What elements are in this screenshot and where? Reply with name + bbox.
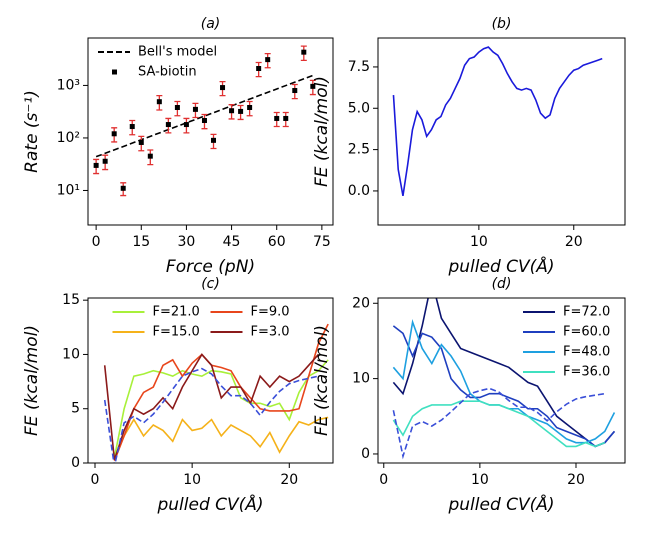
- x-tick-label: 60: [268, 234, 286, 250]
- legend-label: Bell's model: [138, 45, 217, 60]
- legend-label: F=9.0: [251, 305, 290, 320]
- panel-title: (b): [492, 16, 512, 32]
- y-axis-label: FE (kcal/mol): [312, 325, 332, 436]
- data-point: [201, 117, 207, 123]
- y-axis-label: Rate (s⁻¹): [22, 90, 42, 173]
- data-point: [147, 153, 153, 159]
- x-tick-label: 45: [223, 234, 241, 250]
- axes-frame: [87, 297, 334, 464]
- data-point: [93, 162, 99, 168]
- panel-title: (d): [492, 276, 512, 292]
- y-tick-label: 0: [361, 446, 370, 462]
- y-tick-label: 0.0: [348, 183, 370, 199]
- legend-label: F=15.0: [153, 325, 200, 340]
- y-tick-label: 7.5: [348, 59, 370, 75]
- y-tick-label: 10²: [57, 130, 80, 146]
- series-line: [392, 298, 616, 448]
- y-tick-label: 10³: [57, 77, 80, 93]
- legend-label: F=3.0: [251, 325, 290, 340]
- data-point: [192, 106, 198, 112]
- data-point: [292, 88, 298, 94]
- legend-label: F=36.0: [563, 365, 610, 380]
- data-point: [310, 83, 316, 89]
- y-tick-label: 10: [352, 371, 370, 387]
- y-tick-label: 0: [71, 455, 80, 471]
- y-tick-label: 20: [352, 295, 370, 311]
- axes-frame: [377, 37, 626, 226]
- data-point: [102, 158, 108, 164]
- plot-area: [392, 46, 603, 197]
- data-point: [238, 108, 244, 114]
- y-axis-label: FE (kcal/mol): [312, 76, 332, 187]
- y-tick-label: 5: [71, 401, 80, 417]
- x-tick-label: 20: [280, 472, 298, 488]
- legend-label: F=60.0: [563, 325, 610, 340]
- y-axis-label: FE (kcal/mol): [22, 325, 42, 436]
- x-axis-label: pulled CV(Å): [447, 493, 554, 515]
- legend-label: F=48.0: [563, 345, 610, 360]
- data-point: [211, 137, 217, 143]
- x-tick-label: 0: [92, 234, 101, 250]
- x-tick-label: 10: [183, 472, 201, 488]
- legend-marker: [112, 69, 117, 75]
- x-tick-label: 15: [132, 234, 150, 250]
- series-line: [103, 367, 319, 463]
- y-tick-label: 15: [62, 292, 80, 308]
- y-tick-label: 5.0: [348, 100, 370, 116]
- x-tick-label: 20: [565, 234, 583, 250]
- plot-area: [103, 323, 329, 463]
- plot-area: [392, 298, 616, 460]
- data-point: [111, 131, 117, 137]
- series-line: [113, 416, 329, 461]
- series-line: [392, 325, 616, 448]
- data-point: [183, 122, 189, 128]
- panel-title: (a): [201, 16, 221, 32]
- legend-label: SA-biotin: [138, 65, 197, 80]
- panel-title: (c): [201, 276, 220, 292]
- data-point: [265, 57, 271, 63]
- x-tick-label: 0: [91, 472, 100, 488]
- x-axis-label: Force (pN): [166, 257, 255, 277]
- data-point: [129, 124, 135, 130]
- y-tick-label: 10¹: [57, 182, 80, 198]
- x-tick-label: 10: [470, 234, 488, 250]
- plot-area: [93, 45, 316, 197]
- series-line: [392, 318, 616, 444]
- axes-frame: [377, 297, 626, 464]
- x-axis-label: pulled CV(Å): [156, 493, 263, 515]
- series-line: [113, 323, 329, 462]
- series-line: [103, 353, 320, 460]
- axes-frame: [87, 37, 334, 226]
- series-line: [392, 387, 605, 460]
- data-point: [138, 139, 144, 145]
- x-tick-label: 30: [178, 234, 196, 250]
- series-line: [392, 400, 606, 448]
- data-point: [301, 49, 307, 55]
- y-tick-label: 10: [62, 346, 80, 362]
- data-point: [156, 99, 162, 105]
- legend-label: F=21.0: [153, 305, 200, 320]
- data-point: [165, 122, 171, 128]
- data-point: [247, 104, 253, 110]
- x-tick-label: 0: [379, 472, 388, 488]
- x-tick-label: 75: [313, 234, 331, 250]
- y-tick-label: 2.5: [348, 142, 370, 158]
- series-line: [95, 74, 314, 158]
- legend-label: F=72.0: [563, 305, 610, 320]
- data-point: [174, 104, 180, 110]
- data-point: [120, 185, 126, 191]
- x-tick-label: 20: [567, 472, 585, 488]
- data-point: [220, 85, 226, 91]
- data-point: [274, 115, 280, 121]
- x-tick-label: 10: [471, 472, 489, 488]
- x-axis-label: pulled CV(Å): [447, 255, 554, 277]
- data-point: [256, 66, 262, 72]
- data-point: [229, 108, 235, 114]
- data-point: [283, 115, 289, 121]
- series-line: [392, 46, 603, 197]
